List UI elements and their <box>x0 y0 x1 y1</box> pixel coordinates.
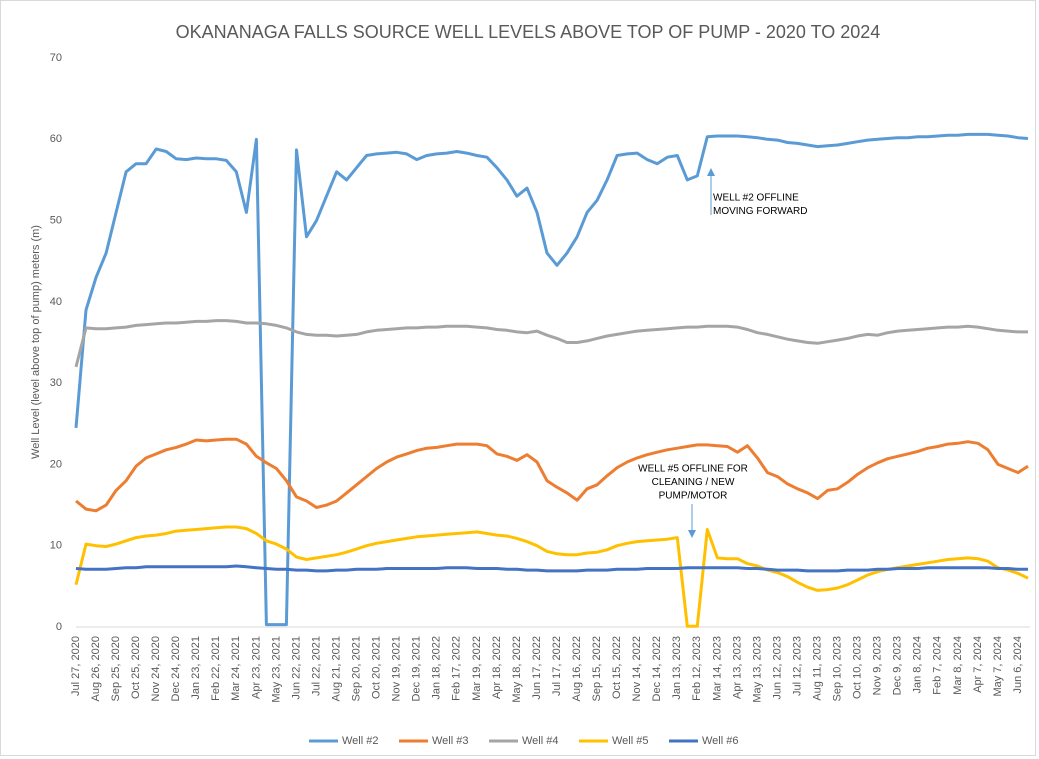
x-tick-label: Jun 17, 2022 <box>531 636 543 700</box>
series-line <box>74 525 1029 628</box>
x-tick-label: May 13, 2023 <box>751 636 763 703</box>
x-tick-label: Jul 17, 2022 <box>551 636 563 696</box>
x-tick-label: Apr 7, 2024 <box>972 636 984 693</box>
annotation: WELL #2 OFFLINE <box>713 193 799 204</box>
x-tick-label: Nov 19, 2021 <box>391 636 403 701</box>
series-line <box>74 319 1028 368</box>
x-tick-label: Oct 25, 2020 <box>130 636 142 699</box>
x-tick-label: Jul 27, 2020 <box>70 636 82 696</box>
annotation-arrowhead <box>707 168 715 176</box>
annotation: CLEANING / NEW <box>652 477 735 488</box>
x-tick-label: Mar 14, 2023 <box>711 636 723 701</box>
legend-label: Well #4 <box>522 735 558 747</box>
y-tick-label: 20 <box>50 458 62 470</box>
y-tick-label: 50 <box>50 214 62 226</box>
annotation: PUMP/MOTOR <box>659 491 728 502</box>
x-tick-label: Sep 25, 2020 <box>110 636 122 701</box>
x-tick-label: Nov 9, 2023 <box>872 636 884 695</box>
series-line <box>75 437 1029 513</box>
legend-label: Well #5 <box>612 735 648 747</box>
x-tick-label: Dec 14, 2022 <box>651 636 663 701</box>
x-tick-label: Apr 18, 2022 <box>491 636 503 699</box>
x-tick-label: Jul 22, 2021 <box>310 636 322 696</box>
x-tick-label: Jan 18, 2022 <box>431 636 443 700</box>
annotation: MOVING FORWARD <box>713 206 807 217</box>
x-tick-label: Apr 23, 2021 <box>250 636 262 699</box>
x-tick-label: Aug 26, 2020 <box>90 636 102 701</box>
x-tick-label: Oct 20, 2021 <box>371 636 383 699</box>
x-tick-label: May 18, 2022 <box>511 636 523 703</box>
x-tick-label: Jun 12, 2023 <box>771 636 783 700</box>
x-tick-label: Nov 14, 2022 <box>631 636 643 701</box>
annotation: WELL #5 OFFLINE FOR <box>638 464 748 475</box>
x-tick-label: Oct 15, 2022 <box>611 636 623 699</box>
legend-label: Well #3 <box>432 735 468 747</box>
y-tick-label: 10 <box>50 540 62 552</box>
series-line <box>74 132 1029 627</box>
x-tick-label: Feb 7, 2024 <box>932 636 944 695</box>
y-tick-label: 0 <box>56 621 62 633</box>
legend-label: Well #2 <box>342 735 378 747</box>
x-tick-label: Feb 17, 2022 <box>451 636 463 701</box>
x-tick-label: Dec 24, 2020 <box>170 636 182 701</box>
x-tick-label: Jan 13, 2023 <box>671 636 683 700</box>
x-tick-label: Dec 19, 2021 <box>411 636 423 701</box>
x-tick-label: Sep 10, 2023 <box>832 636 844 701</box>
x-tick-label: Oct 10, 2023 <box>852 636 864 699</box>
x-tick-label: Feb 12, 2023 <box>691 636 703 701</box>
x-tick-label: Aug 11, 2023 <box>811 636 823 701</box>
x-tick-label: Sep 15, 2022 <box>591 636 603 701</box>
chart-title: OKANANAGA FALLS SOURCE WELL LEVELS ABOVE… <box>176 22 881 42</box>
y-tick-label: 70 <box>50 52 62 64</box>
legend-label: Well #6 <box>702 735 738 747</box>
x-tick-label: Jun 22, 2021 <box>290 636 302 700</box>
x-tick-label: Jan 8, 2024 <box>912 636 924 694</box>
y-tick-label: 60 <box>50 133 62 145</box>
annotation-arrowhead <box>688 530 696 538</box>
x-tick-label: Jul 12, 2023 <box>791 636 803 696</box>
x-tick-label: Jan 23, 2021 <box>190 636 202 700</box>
x-tick-label: Apr 13, 2023 <box>731 636 743 699</box>
x-tick-label: Dec 9, 2023 <box>892 636 904 695</box>
y-tick-label: 40 <box>50 296 62 308</box>
x-tick-label: May 7, 2024 <box>992 636 1004 697</box>
x-tick-label: Mar 24, 2021 <box>230 636 242 701</box>
x-tick-label: Mar 19, 2022 <box>471 636 483 701</box>
y-axis-label: Well Level (level above top of pump) met… <box>30 225 42 459</box>
x-tick-label: Mar 8, 2024 <box>952 636 964 695</box>
x-tick-label: May 23, 2021 <box>270 636 282 703</box>
x-tick-label: Aug 16, 2022 <box>571 636 583 701</box>
y-tick-label: 30 <box>50 377 62 389</box>
x-tick-label: Sep 20, 2021 <box>351 636 363 701</box>
x-tick-label: Nov 24, 2020 <box>150 636 162 701</box>
series-line <box>75 564 1028 573</box>
x-tick-label: Jun 6, 2024 <box>1012 636 1024 694</box>
x-tick-label: Aug 21, 2021 <box>330 636 342 701</box>
x-tick-label: Feb 22, 2021 <box>210 636 222 701</box>
